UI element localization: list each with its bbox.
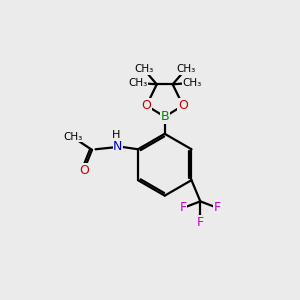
Text: CH₃: CH₃	[63, 132, 82, 142]
Text: F: F	[180, 201, 187, 214]
Text: CH₃: CH₃	[134, 64, 153, 74]
Text: O: O	[79, 164, 89, 177]
Text: CH₃: CH₃	[176, 64, 196, 74]
Text: B: B	[160, 110, 169, 123]
Text: N: N	[113, 140, 123, 153]
Text: H: H	[111, 130, 120, 140]
Text: CH₃: CH₃	[182, 78, 201, 88]
Text: O: O	[178, 99, 188, 112]
Text: CH₃: CH₃	[128, 78, 147, 88]
Text: O: O	[142, 99, 152, 112]
Text: F: F	[197, 216, 204, 229]
Text: F: F	[214, 201, 221, 214]
